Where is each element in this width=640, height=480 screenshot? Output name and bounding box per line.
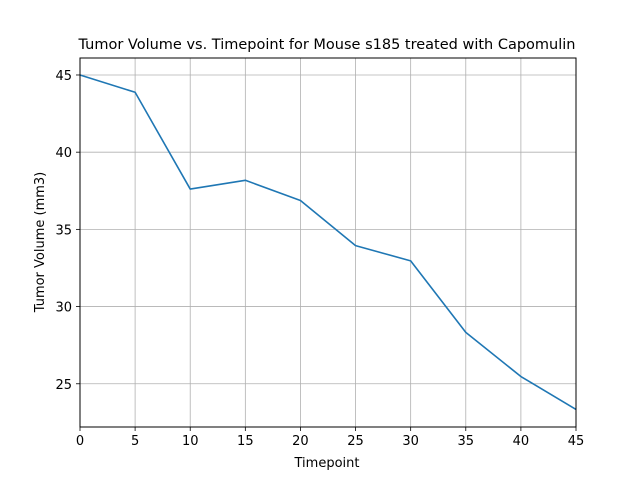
- x-tick-label-9: 45: [568, 434, 585, 449]
- x-tick-label-7: 35: [458, 434, 475, 449]
- x-tick-label-4: 20: [292, 434, 309, 449]
- chart-title: Tumor Volume vs. Timepoint for Mouse s18…: [78, 37, 576, 53]
- y-tick-label-2: 35: [55, 223, 72, 238]
- x-tick-label-8: 40: [513, 434, 530, 449]
- y-tick-label-3: 40: [55, 146, 72, 161]
- x-tick-label-0: 0: [76, 434, 84, 449]
- y-axis-ticks: 25 30 35 40 45: [55, 69, 80, 393]
- series-line-0: [79, 74, 577, 411]
- x-tick-label-2: 10: [182, 434, 199, 449]
- x-tick-label-5: 25: [347, 434, 364, 449]
- y-tick-label-4: 45: [55, 69, 72, 84]
- y-tick-label-1: 30: [55, 301, 72, 316]
- x-tick-label-1: 5: [131, 434, 139, 449]
- x-tick-label-3: 15: [237, 434, 254, 449]
- grid: [79, 58, 577, 427]
- axes-frame: [79, 57, 577, 428]
- x-axis-ticks: 0 5 10 15 20 25 30 35 40 45: [76, 427, 584, 449]
- x-tick-label-6: 30: [402, 434, 419, 449]
- y-axis-label: Tumor Volume (mm3): [33, 172, 48, 314]
- y-tick-label-0: 25: [55, 378, 72, 393]
- x-axis-label: Timepoint: [294, 456, 360, 471]
- plot-area: [79, 74, 577, 411]
